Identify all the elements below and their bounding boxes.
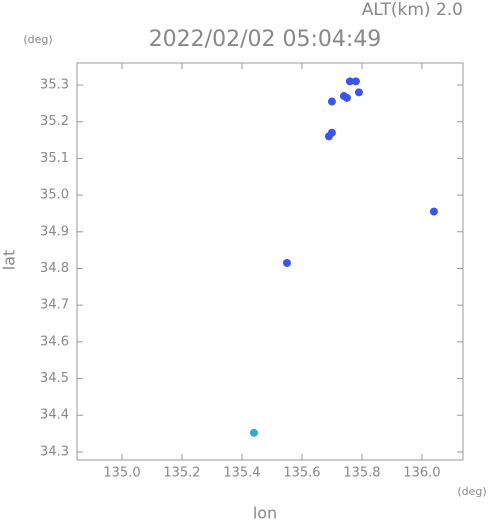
- y-tick-label: 34.8: [40, 261, 69, 276]
- y-unit: (deg): [23, 33, 52, 46]
- y-tick-label: 34.6: [40, 334, 69, 349]
- y-tick-label: 35.2: [40, 114, 69, 129]
- x-tick-label: 135.4: [223, 466, 260, 481]
- y-tick-label: 35.3: [40, 78, 69, 93]
- x-tick-label: 135.6: [283, 466, 320, 481]
- y-tick-label: 34.7: [40, 298, 69, 313]
- echo-point: [249, 428, 258, 437]
- x-tick-label: 136.0: [403, 466, 440, 481]
- y-tick-label: 34.4: [40, 408, 69, 423]
- x-tick-label: 135.0: [103, 466, 140, 481]
- chart-title: 2022/02/02 05:04:49: [149, 27, 382, 52]
- x-axis-label: lon: [253, 504, 277, 521]
- echo-point: [327, 128, 336, 137]
- y-tick-label: 34.9: [40, 224, 69, 239]
- x-tick-label: 135.8: [343, 466, 380, 481]
- subtitle: ALT(km) 2.0: [362, 0, 463, 20]
- echo-point: [339, 92, 348, 101]
- y-tick-label: 35.1: [40, 151, 69, 166]
- x-unit: (deg): [457, 485, 486, 498]
- echo-point: [354, 88, 363, 97]
- echo-point: [282, 258, 291, 267]
- x-tick-label: 135.2: [163, 466, 200, 481]
- echo-point: [351, 77, 360, 86]
- y-tick-label: 34.3: [40, 444, 69, 459]
- echo-point: [429, 207, 438, 216]
- y-tick-label: 34.5: [40, 371, 69, 386]
- echo-point: [345, 77, 354, 86]
- y-tick-label: 35.0: [40, 188, 69, 203]
- echo-point: [327, 97, 336, 106]
- y-axis-label: lat: [0, 250, 19, 271]
- plot-frame: [76, 62, 464, 461]
